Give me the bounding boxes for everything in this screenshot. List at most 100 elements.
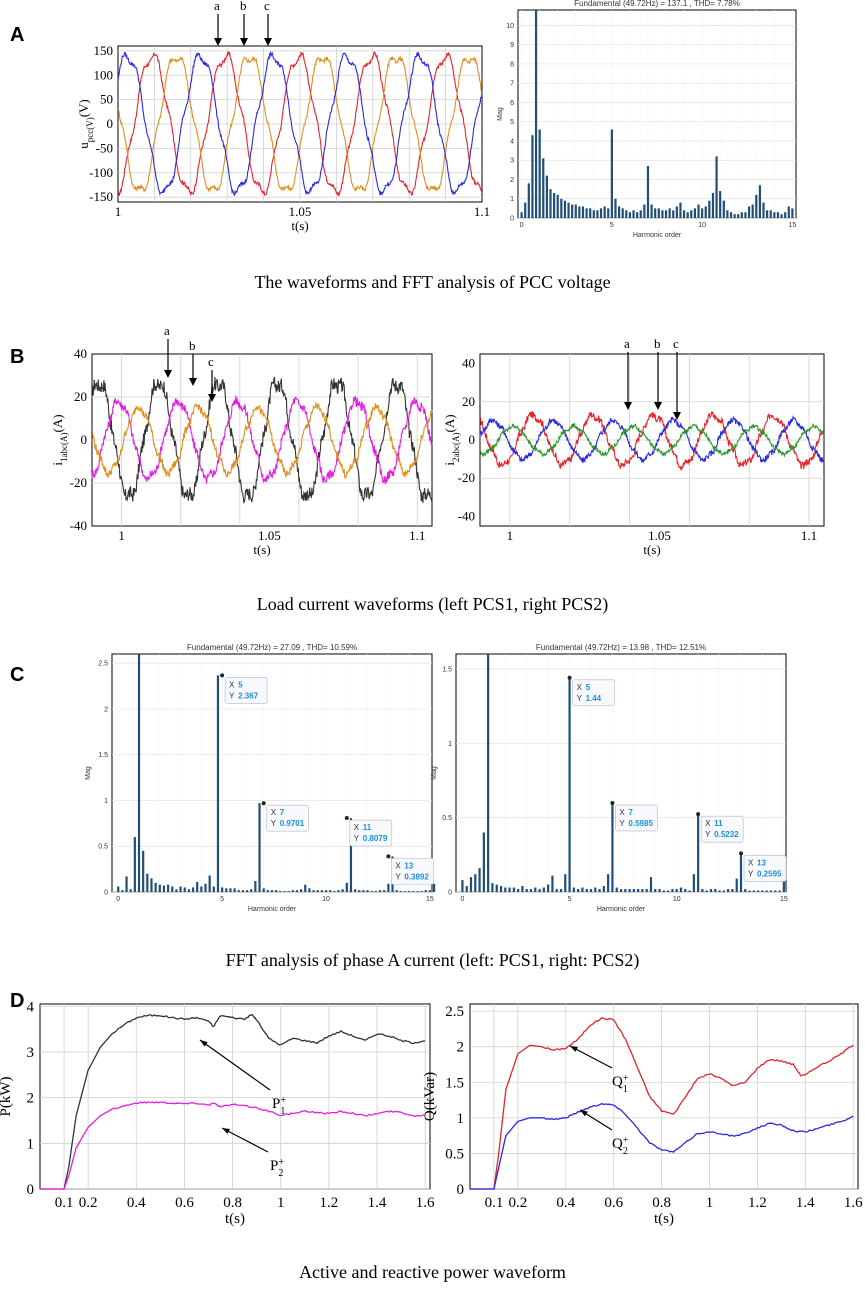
fft-bar bbox=[525, 889, 528, 892]
datatip-x-label: X bbox=[748, 858, 754, 867]
y-tick-label: -40 bbox=[458, 508, 475, 523]
datatip-y-label: Y bbox=[748, 869, 754, 878]
fft-bar bbox=[594, 887, 597, 892]
datatip-marker bbox=[261, 801, 266, 806]
y-axis-label: P(kW) bbox=[0, 1077, 14, 1117]
annotation-b-label: b bbox=[654, 336, 661, 351]
fft-bar bbox=[366, 890, 369, 892]
fft-bar bbox=[237, 890, 240, 892]
datatip-x-label: X bbox=[271, 808, 277, 817]
y-tick-label: -50 bbox=[96, 140, 113, 155]
fft-bar bbox=[598, 889, 601, 892]
fft-bar bbox=[553, 192, 556, 218]
chart-pcs1-current-fft: Fundamental (49.72Hz) = 27.09 , THD= 10.… bbox=[85, 643, 436, 913]
caption-b: Load current waveforms (left PCS1, right… bbox=[256, 594, 609, 614]
y-tick-label: -20 bbox=[458, 470, 475, 485]
fft-bar bbox=[672, 210, 675, 218]
x-tick-label: 1.05 bbox=[648, 528, 671, 543]
fft-bar bbox=[491, 883, 494, 892]
y-tick-label: 4 bbox=[27, 999, 35, 1015]
fft-bar bbox=[517, 889, 520, 892]
x-axis-label: Harmonic order bbox=[633, 232, 682, 239]
y-tick-label: 2 bbox=[104, 706, 108, 713]
datatip-x-value: 13 bbox=[757, 858, 766, 867]
x-tick-label: 15 bbox=[788, 222, 796, 229]
x-tick-label: 0.1 bbox=[55, 1195, 74, 1211]
fft-bar bbox=[751, 204, 754, 218]
fft-title: Fundamental (49.72Hz) = 27.09 , THD= 10.… bbox=[187, 643, 357, 652]
y-tick-label: 2 bbox=[457, 1040, 465, 1056]
chart-pcs2-load-current: 40 20 0 -20 -40 1 1.05 1.1 t(s) i2abc(A)(A) a b c bbox=[442, 336, 825, 557]
fft-bar bbox=[599, 208, 603, 218]
fft-bar bbox=[556, 194, 559, 218]
fft-bar bbox=[512, 887, 515, 892]
chart-pcc-voltage-fft: Fundamental (49.72Hz) = 137.1 , THD= 7.7… bbox=[497, 0, 797, 239]
datatip-13: X 13Y 0.3892 bbox=[391, 858, 434, 885]
y-tick-label: 20 bbox=[462, 394, 475, 409]
fft-bar bbox=[287, 891, 290, 892]
fft-bar bbox=[776, 212, 780, 218]
x-tick-label: 15 bbox=[426, 896, 434, 903]
fft-bar bbox=[212, 886, 215, 892]
fft-bar bbox=[744, 889, 747, 892]
fft-bar bbox=[465, 886, 468, 892]
x-tick-label: 5 bbox=[610, 222, 614, 229]
fft-bar bbox=[551, 875, 554, 892]
fft-bar bbox=[610, 129, 613, 218]
fft-bar bbox=[412, 891, 415, 892]
datatip-y-value: 0.8079 bbox=[363, 834, 388, 843]
x-tick-label: 0.2 bbox=[79, 1195, 98, 1211]
annotation-a-label: a bbox=[164, 323, 170, 338]
fft-bar bbox=[718, 890, 721, 892]
datatip-y-value: 1.44 bbox=[586, 694, 602, 703]
x-tick-label: 1.4 bbox=[368, 1195, 387, 1211]
fft-bar bbox=[709, 889, 713, 892]
fft-bar bbox=[581, 206, 585, 218]
datatip-x-value: 7 bbox=[280, 808, 285, 817]
fft-bar bbox=[345, 882, 348, 892]
datatip-y-value: 2.367 bbox=[238, 691, 259, 700]
fft-bar bbox=[784, 212, 787, 218]
y-tick-label: 3 bbox=[510, 158, 514, 165]
fft-bar bbox=[416, 891, 419, 892]
fft-bar bbox=[769, 210, 772, 218]
fft-bar bbox=[527, 183, 530, 218]
fft-bar bbox=[708, 200, 711, 218]
fft-bar bbox=[308, 888, 311, 892]
fft-bar bbox=[129, 889, 132, 892]
fft-bar bbox=[719, 191, 722, 218]
y-tick-label: 0.5 bbox=[442, 815, 452, 822]
fft-bar bbox=[747, 206, 751, 218]
fft-bar bbox=[578, 206, 581, 218]
series-red bbox=[479, 410, 825, 472]
fft-bar bbox=[628, 212, 632, 218]
datatip-x-label: X bbox=[705, 819, 711, 828]
annotation-arrow-head bbox=[570, 1046, 578, 1052]
fft-bar bbox=[682, 210, 686, 218]
fft-bar bbox=[607, 874, 610, 892]
fft-bar bbox=[191, 887, 195, 892]
fft-bar bbox=[671, 889, 674, 892]
datatip-marker bbox=[344, 816, 349, 821]
datatip-y-label: Y bbox=[577, 694, 583, 703]
datatip-7: X 7Y 0.5985 bbox=[615, 804, 658, 832]
series-Q2-plus bbox=[470, 1102, 854, 1190]
annotation-b-head bbox=[654, 402, 662, 410]
y-tick-label: 10 bbox=[506, 23, 514, 30]
fft-bar bbox=[679, 887, 683, 892]
datatip-x-label: X bbox=[577, 683, 583, 692]
fft-bar bbox=[320, 890, 323, 892]
fft-title: Fundamental (49.72Hz) = 13.98 , THD= 12.… bbox=[536, 643, 706, 652]
fft-bar bbox=[661, 210, 664, 218]
x-tick-label: 1.2 bbox=[748, 1195, 767, 1211]
fft-bar bbox=[171, 886, 174, 892]
x-tick-label: 1.6 bbox=[844, 1195, 863, 1211]
fft-bar bbox=[697, 814, 700, 892]
fft-bar bbox=[574, 204, 577, 218]
fft-bar bbox=[133, 837, 136, 892]
y-tick-label: 40 bbox=[74, 346, 87, 361]
y-tick-label: 0 bbox=[81, 432, 88, 447]
fft-bar bbox=[731, 889, 734, 892]
datatip-marker bbox=[696, 812, 701, 817]
